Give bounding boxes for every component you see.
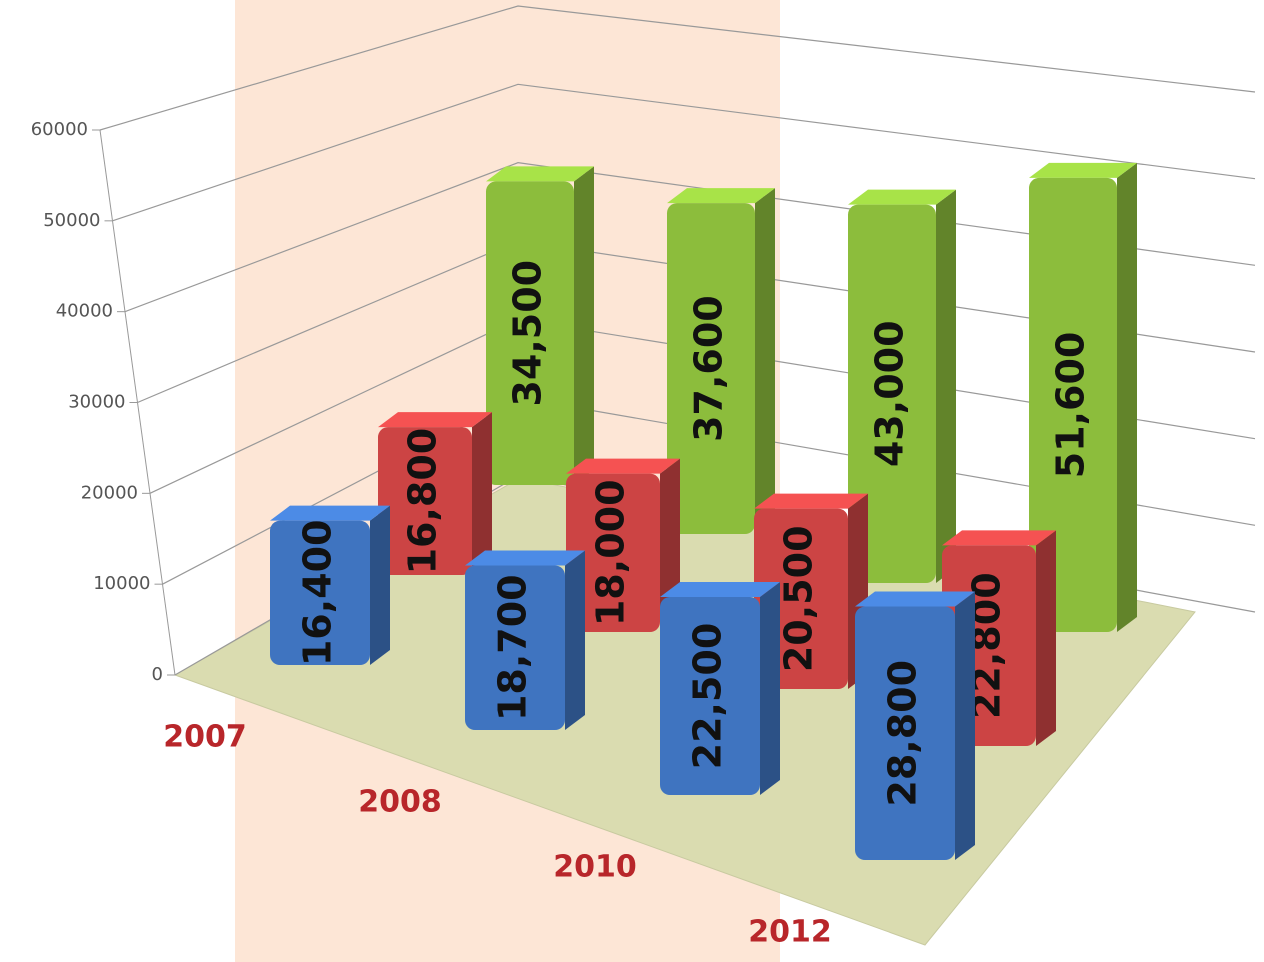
bars: 34,500 37,600 43,000 51,600 16,800 18,000 20,5… [270, 162, 1137, 860]
value-label: 37,600 [687, 295, 731, 442]
bar-side [936, 189, 956, 583]
bar [1029, 162, 1137, 633]
bar-top [667, 188, 775, 204]
grid-line [112, 83, 1256, 222]
grid-line [124, 162, 1256, 313]
x-tick-label: 2008 [358, 785, 442, 820]
bar-side [755, 188, 775, 534]
bar [486, 166, 594, 485]
bar-front [855, 606, 955, 860]
value-label: 28,800 [881, 660, 925, 807]
value-label: 22,500 [686, 623, 730, 770]
value-label: 16,800 [401, 428, 445, 575]
bar-top [270, 505, 390, 521]
bar-top [848, 189, 956, 205]
value-label: 51,600 [1049, 332, 1093, 479]
grid-line [99, 5, 1256, 131]
bar-top [465, 550, 585, 566]
value-label: 18,700 [491, 574, 535, 721]
bar [270, 505, 390, 665]
bar-side [472, 412, 492, 575]
bar-top [566, 458, 680, 474]
bar [855, 591, 975, 860]
bar-top [486, 166, 594, 182]
bar-front [1029, 177, 1117, 633]
value-label: 34,500 [506, 260, 550, 407]
bar-side [1117, 162, 1137, 633]
bar-side [565, 550, 585, 730]
x-tick-label: 2010 [553, 850, 637, 885]
bar-top [378, 412, 492, 428]
bar-side [370, 505, 390, 665]
value-label: 20,500 [777, 525, 821, 672]
x-tick-label: 2007 [163, 720, 247, 755]
bar [378, 412, 492, 575]
bar-front [465, 565, 565, 730]
bar-top [855, 591, 975, 607]
bar-front [667, 203, 755, 534]
bar-top [1029, 162, 1137, 178]
bar-side [760, 582, 780, 795]
bar [667, 188, 775, 534]
bar-top [942, 530, 1056, 546]
bar-top [754, 493, 868, 509]
y-tick-label: 10000 [93, 573, 150, 594]
bar-front [566, 473, 660, 632]
x-tick-label: 2012 [748, 915, 832, 950]
bar [848, 189, 956, 583]
bar [660, 582, 780, 795]
value-label: 16,400 [296, 520, 340, 667]
bar-front [486, 181, 574, 485]
y-tick-label: 20000 [81, 482, 138, 503]
y-tick-label: 0 [152, 664, 163, 685]
bar [465, 550, 585, 730]
bar-front [660, 597, 760, 795]
bar-side [574, 166, 594, 485]
y-tick-label: 40000 [56, 301, 113, 322]
bar-front [270, 520, 370, 665]
value-label: 43,000 [868, 320, 912, 467]
bar-top [660, 582, 780, 597]
value-label: 18,000 [589, 479, 633, 626]
y-tick-label: 50000 [43, 210, 100, 231]
y-tick-label: 60000 [31, 119, 88, 140]
bar-front [378, 427, 472, 575]
bar-side [955, 591, 975, 860]
bar-side [1036, 530, 1056, 746]
y-tick-label: 30000 [68, 392, 125, 413]
bar-front [848, 204, 936, 583]
